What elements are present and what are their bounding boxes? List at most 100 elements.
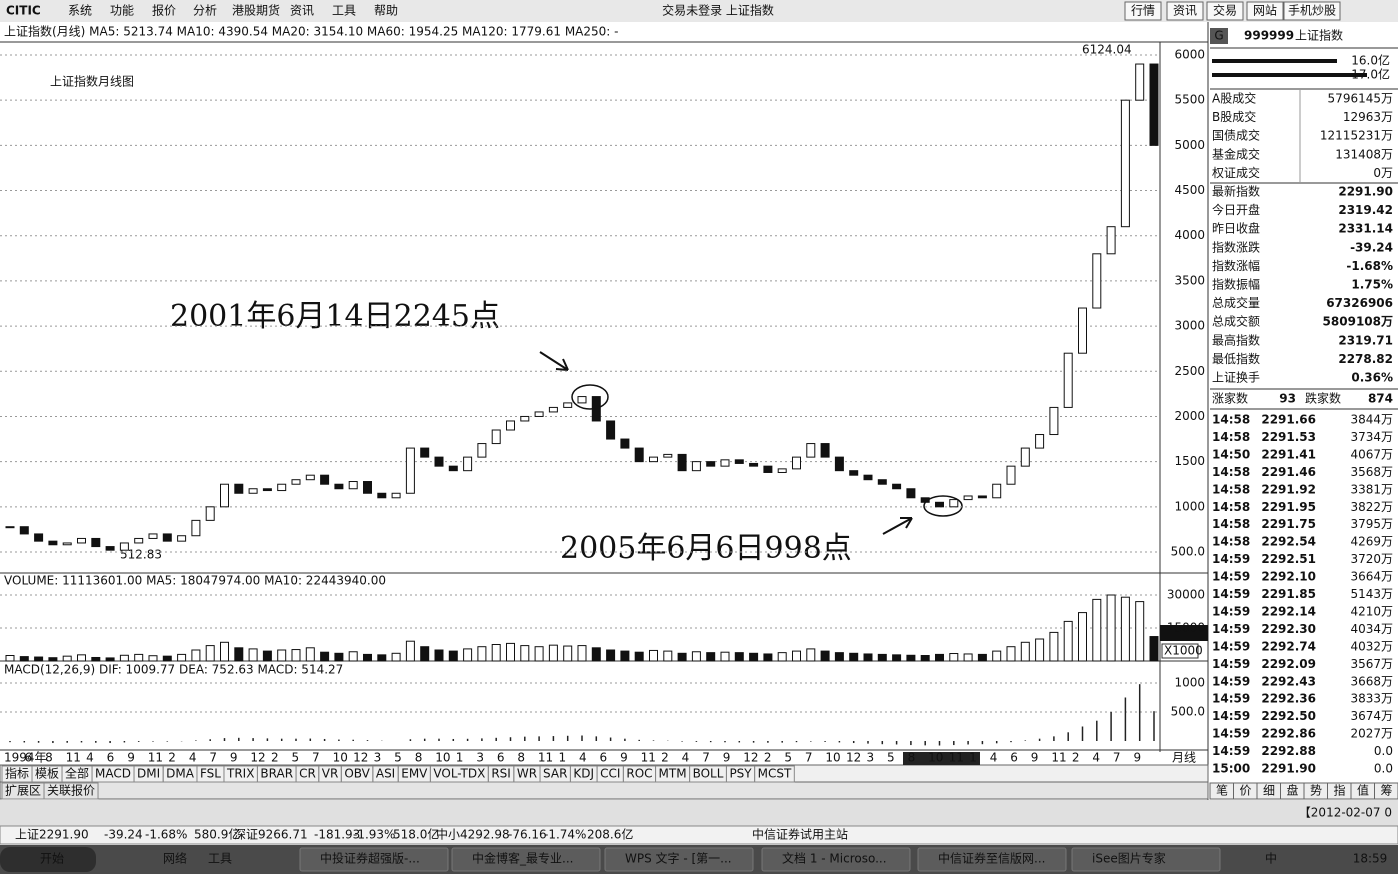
tab[interactable]: 全部 <box>65 766 89 781</box>
extra-tab[interactable]: 关联报价 <box>47 783 95 798</box>
volume-bar <box>834 652 844 662</box>
menu-item[interactable]: 工具 <box>332 4 356 18</box>
time-label: 7 <box>805 751 813 765</box>
button[interactable] <box>1206 1 1244 21</box>
tick-time: 14:59 <box>1212 552 1250 566</box>
task-tool[interactable]: 网络 <box>163 851 187 866</box>
button-label[interactable]: 手机炒股 <box>1288 4 1336 18</box>
tab[interactable]: ASI <box>376 767 395 781</box>
tab[interactable]: VR <box>322 767 339 781</box>
panel-tab-label[interactable]: 价 <box>1239 784 1251 798</box>
panel-tab-label[interactable]: 筹 <box>1380 784 1392 798</box>
candle <box>606 420 616 440</box>
task-label[interactable]: 中信证券至信版网... <box>938 851 1045 866</box>
menu-item[interactable]: 系统 <box>68 4 92 18</box>
panel-tab[interactable] <box>1374 782 1398 800</box>
tab[interactable]: ROC <box>626 767 652 781</box>
tab[interactable]: FSL <box>200 767 221 781</box>
tab[interactable]: WR <box>517 767 537 781</box>
panel-tab-label[interactable]: 指 <box>1333 783 1345 798</box>
tab[interactable]: CR <box>299 767 316 781</box>
tab[interactable]: MTM <box>659 767 687 781</box>
task-label[interactable]: 文档 1 - Microso... <box>782 851 887 866</box>
candle <box>1006 465 1016 485</box>
volume-bar <box>1049 631 1059 662</box>
start-button[interactable] <box>0 847 96 872</box>
candle <box>734 459 744 464</box>
candle <box>777 468 787 473</box>
candle <box>706 461 716 467</box>
panel-tab-label[interactable]: 细 <box>1263 784 1275 798</box>
task-label[interactable]: 中投证券超强版-... <box>320 851 420 866</box>
time-label: 10 <box>928 751 943 765</box>
tab[interactable]: PSY <box>729 767 752 781</box>
tab[interactable]: VOL-TDX <box>433 767 485 781</box>
button[interactable] <box>1246 1 1284 21</box>
time-label: 2 <box>764 751 772 765</box>
tab[interactable]: BOLL <box>693 767 724 781</box>
candle <box>691 461 701 472</box>
tab[interactable]: 指标 <box>5 766 29 781</box>
tab[interactable]: DMA <box>166 767 195 781</box>
button[interactable] <box>1124 1 1162 21</box>
tab[interactable]: MACD <box>95 767 131 781</box>
tab[interactable]: SAR <box>543 767 567 781</box>
volume-bar <box>1106 594 1116 662</box>
menu-item[interactable]: 功能 <box>110 4 134 18</box>
menu-item[interactable]: 帮助 <box>374 4 398 18</box>
candle <box>391 492 401 499</box>
tab[interactable]: 模板 <box>35 767 59 781</box>
task-item[interactable] <box>604 847 754 872</box>
tab[interactable]: RSI <box>491 767 511 781</box>
time-label: 12 <box>846 751 861 765</box>
candle <box>1049 406 1059 436</box>
y-tick-label: 500.0 <box>1171 545 1205 559</box>
candle <box>234 483 244 494</box>
extra-tab[interactable]: 扩展区 <box>5 784 41 798</box>
candle <box>1063 352 1073 408</box>
icon-label: G <box>1214 29 1223 43</box>
tick-time: 14:59 <box>1212 657 1250 671</box>
menu-item[interactable]: 报价 <box>152 3 176 18</box>
tick-price: 2291.90 <box>1261 762 1316 776</box>
task-label[interactable]: iSee图片专家 <box>1092 851 1166 866</box>
tab[interactable]: CCI <box>600 767 620 781</box>
task-label[interactable]: WPS 文字 - [第一... <box>625 851 732 866</box>
ime[interactable]: 中 <box>1265 851 1277 866</box>
tab[interactable]: EMV <box>401 767 428 781</box>
button-label[interactable]: 交易 <box>1213 3 1237 18</box>
menu-item[interactable]: 港股期货 <box>232 3 280 18</box>
candle <box>1020 447 1030 467</box>
task-item[interactable] <box>1071 847 1221 872</box>
menu-item[interactable]: 资讯 <box>290 4 314 18</box>
tab[interactable]: OBV <box>344 767 370 781</box>
extra-tab-frame[interactable] <box>43 782 99 800</box>
tab[interactable]: KDJ <box>573 767 594 781</box>
tab[interactable]: TRIX <box>226 767 254 781</box>
button-label[interactable]: 网站 <box>1253 4 1277 18</box>
panel-tab-label[interactable]: 势 <box>1310 784 1322 798</box>
tab[interactable]: BRAR <box>260 767 293 781</box>
start-label[interactable]: 开始 <box>40 852 64 866</box>
task-label[interactable]: 中金博客_最专业... <box>472 851 573 866</box>
task-item[interactable] <box>451 847 601 872</box>
panel-tab-label[interactable]: 值 <box>1357 783 1369 798</box>
task-item[interactable] <box>299 847 449 872</box>
button[interactable] <box>1166 1 1204 21</box>
tab[interactable]: DMI <box>137 767 160 781</box>
menu-item[interactable]: 分析 <box>193 4 217 18</box>
task-tool[interactable]: 工具 <box>208 852 232 866</box>
task-item[interactable] <box>917 847 1067 872</box>
tab[interactable]: MCST <box>758 767 792 781</box>
row-label: 指数涨跌 <box>1212 239 1260 254</box>
button-label[interactable]: 资讯 <box>1173 4 1197 18</box>
panel-tab-label[interactable]: 笔 <box>1216 783 1228 798</box>
button-label[interactable]: 行情 <box>1131 4 1155 18</box>
button[interactable] <box>1283 1 1341 21</box>
tab-frame[interactable] <box>754 765 795 783</box>
candle <box>720 459 730 467</box>
panel-tab-label[interactable]: 盘 <box>1286 783 1298 798</box>
time-label: 12 <box>250 751 265 765</box>
task-item[interactable] <box>761 847 911 872</box>
y-tick-label: 6000 <box>1174 48 1205 62</box>
